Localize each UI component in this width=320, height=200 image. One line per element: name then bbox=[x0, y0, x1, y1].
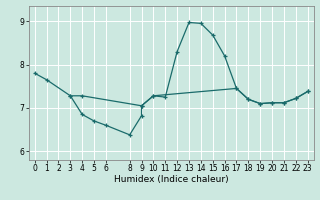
X-axis label: Humidex (Indice chaleur): Humidex (Indice chaleur) bbox=[114, 175, 228, 184]
